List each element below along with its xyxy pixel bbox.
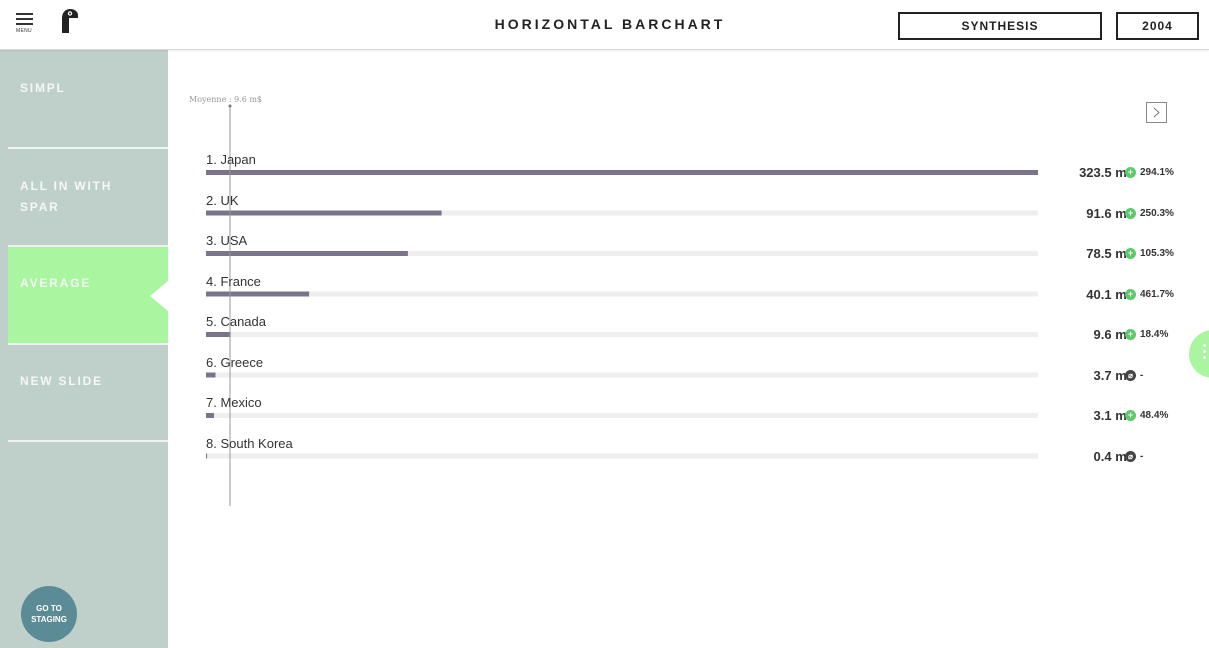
sidebar-item-new-slide[interactable]: NEW SLIDE: [8, 345, 168, 440]
bar-label: 8. South Korea: [206, 435, 293, 451]
bar-track: [206, 332, 1038, 337]
bar[interactable]: [206, 372, 216, 378]
sidebar-item-label: AVERAGE: [20, 276, 92, 290]
page-title: HORIZONTAL BARCHART: [494, 16, 726, 32]
change-label: 48.4%: [1140, 410, 1169, 421]
change-label: -: [1140, 450, 1144, 462]
bar-label: 6. Greece: [206, 354, 264, 370]
no-change-icon: ⌀: [1125, 450, 1136, 462]
average-marker: [228, 104, 232, 108]
menu-label: MENU: [16, 28, 32, 34]
hamburger-icon-bar: [16, 23, 33, 25]
dots-icon-dot: [1203, 350, 1206, 353]
bar-value-label: 91.6 m$: [1086, 205, 1134, 221]
plus-circle-icon: +: [1125, 167, 1136, 178]
options-handle[interactable]: [1189, 330, 1209, 378]
bar[interactable]: [206, 291, 310, 297]
dots-icon: [1203, 344, 1206, 347]
sidebar-divider: [8, 440, 168, 442]
change-label: 294.1%: [1140, 167, 1174, 178]
sidebar-divider: [8, 245, 168, 247]
bar[interactable]: [206, 251, 408, 256]
bar-value-label: 40.1 m$: [1086, 286, 1134, 302]
bar[interactable]: [206, 332, 231, 337]
sidebar-item-all-in-with-spar[interactable]: ALL IN WITH SPAR: [8, 149, 168, 245]
change-label: 18.4%: [1140, 329, 1169, 340]
bar-track: [206, 291, 1038, 297]
bar-label: 7. Mexico: [206, 395, 262, 410]
change-label: 105.3%: [1140, 248, 1174, 259]
bar[interactable]: [206, 453, 208, 459]
bar-track: [206, 372, 1038, 378]
hamburger-icon-bar: [16, 18, 33, 20]
hamburger-icon: [16, 13, 33, 15]
sidebar-item-label: NEW SLIDE: [20, 374, 103, 388]
bar-value-label: 3.7 m$: [1093, 367, 1134, 383]
plus-circle-icon: +: [1125, 207, 1136, 219]
bar-value-label: 3.1 m$: [1093, 408, 1134, 423]
toucan-logo-icon: [62, 9, 78, 33]
no-change-icon: ⌀: [1125, 369, 1136, 381]
bar-track: [206, 413, 1038, 418]
change-label: -: [1140, 369, 1144, 381]
bar-label: 2. UK: [206, 192, 239, 208]
sidebar-item-label: ALL IN WITH SPAR: [20, 179, 113, 214]
bar-value-label: 323.5 m$: [1079, 165, 1134, 180]
bar[interactable]: [206, 170, 1038, 175]
bar-value-label: 78.5 m$: [1086, 246, 1134, 261]
active-indicator: [150, 281, 168, 311]
header: MENU HORIZONTAL BARCHART SYNTHESIS 2004: [0, 0, 1209, 50]
bar-value-label: 9.6 m$: [1093, 327, 1134, 342]
bar[interactable]: [206, 413, 214, 418]
dots-icon-dot: [1203, 356, 1206, 359]
bar-label: 4. France: [206, 273, 261, 289]
bar-label: 1. Japan: [206, 152, 256, 167]
bar-track: [206, 210, 1038, 216]
sidebar-divider: [8, 147, 168, 149]
change-label: 250.3%: [1140, 207, 1174, 219]
chevron-right-icon: [1153, 107, 1160, 118]
bar-value-label: 0.4 m$: [1093, 448, 1134, 464]
bar-track: [206, 251, 1038, 256]
go-to-staging-button[interactable]: GO TO STAGING: [21, 586, 77, 642]
synthesis-button[interactable]: SYNTHESIS: [898, 12, 1102, 40]
menu-button[interactable]: MENU: [16, 13, 44, 41]
sidebar: SIMPL ALL IN WITH SPAR AVERAGE NEW SLIDE: [0, 50, 168, 648]
sidebar-item-label: SIMPL: [20, 81, 66, 95]
sidebar-divider: [8, 343, 168, 345]
plus-circle-icon: +: [1125, 329, 1136, 340]
change-label: 461.7%: [1140, 288, 1174, 300]
plus-circle-icon: +: [1125, 248, 1136, 259]
plus-circle-icon: +: [1125, 410, 1136, 421]
bar-label: 5. Canada: [206, 314, 266, 329]
plus-circle-icon: +: [1125, 288, 1136, 300]
sidebar-item-average[interactable]: AVERAGE: [8, 247, 168, 343]
year-selector-button[interactable]: 2004: [1116, 12, 1199, 40]
next-button[interactable]: [1146, 102, 1167, 123]
bar-track: [206, 453, 1038, 459]
sidebar-item-simpl[interactable]: SIMPL: [8, 50, 168, 147]
bar[interactable]: [206, 210, 442, 216]
bar-label: 3. USA: [206, 233, 248, 248]
average-label: Moyenne : 9.6 m$: [189, 95, 263, 104]
